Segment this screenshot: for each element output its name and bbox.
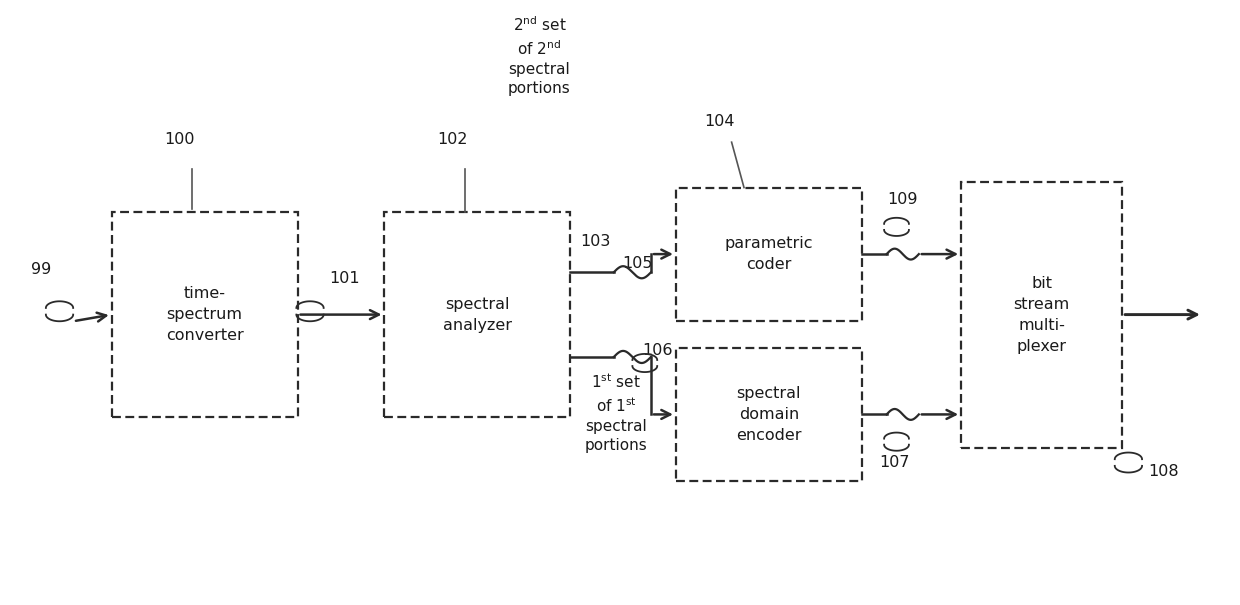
Text: 106: 106 [642,344,672,358]
Text: 105: 105 [622,256,653,270]
Text: 99: 99 [31,262,51,276]
FancyBboxPatch shape [961,182,1122,448]
Text: 101: 101 [330,271,360,286]
Text: parametric
coder: parametric coder [724,236,813,272]
Text: 100: 100 [165,132,195,146]
Text: spectral
domain
encoder: spectral domain encoder [737,386,801,443]
FancyBboxPatch shape [676,348,862,481]
Text: time-
spectrum
converter: time- spectrum converter [166,286,243,343]
Text: bit
stream
multi-
plexer: bit stream multi- plexer [1013,276,1070,353]
FancyBboxPatch shape [676,188,862,321]
Text: 1$^{\mathrm{st}}$ set
of 1$^{\mathrm{st}}$
spectral
portions: 1$^{\mathrm{st}}$ set of 1$^{\mathrm{st}… [585,372,647,453]
FancyBboxPatch shape [112,212,298,417]
FancyBboxPatch shape [384,212,570,417]
Text: 108: 108 [1148,465,1178,479]
Text: 102: 102 [438,132,467,146]
Text: 103: 103 [580,235,610,249]
Text: 109: 109 [888,192,918,207]
Text: 104: 104 [704,114,734,128]
Text: 107: 107 [879,456,909,470]
Text: 2$^{\mathrm{nd}}$ set
of 2$^{\mathrm{nd}}$
spectral
portions: 2$^{\mathrm{nd}}$ set of 2$^{\mathrm{nd}… [508,15,570,96]
Text: spectral
analyzer: spectral analyzer [443,296,512,333]
